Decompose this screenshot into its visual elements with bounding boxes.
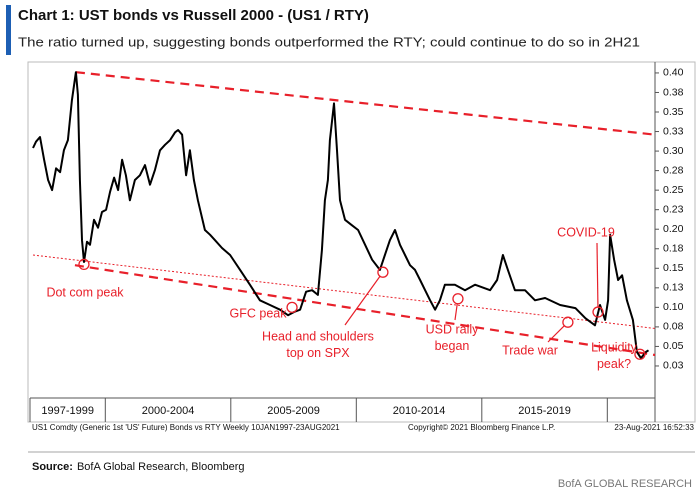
annotation-label: top on SPX: [286, 346, 350, 360]
annotation-marker: [377, 266, 389, 278]
y-tick-label: 0.23: [663, 203, 684, 215]
footer-middle: Copyright© 2021 Bloomberg Finance L.P.: [408, 423, 555, 432]
chart-subtitle: The ratio turned up, suggesting bonds ou…: [18, 34, 640, 49]
y-tick-label: 0.20: [663, 223, 684, 235]
source-text: BofA Global Research, Bloomberg: [77, 461, 245, 473]
annotation-marker: [592, 306, 604, 318]
y-tick-label: 0.28: [663, 164, 684, 176]
annotation-leader: [596, 242, 599, 308]
y-tick-label: 0.15: [663, 262, 684, 274]
annotation-marker: [562, 316, 574, 328]
source: Source: BofA Global Research, Bloomberg: [32, 461, 245, 473]
annotation-label: Trade war: [502, 343, 558, 357]
trend-line: [74, 264, 656, 357]
y-tick-label: 0.33: [663, 125, 684, 137]
footer-right: 23-Aug-2021 16:52:33: [614, 423, 694, 432]
annotation-label: COVID-19: [557, 225, 615, 239]
annotation-leader: [454, 303, 458, 321]
annotation-label: began: [435, 339, 470, 353]
annotation-label: Liquidity: [591, 340, 638, 354]
chart-title: Chart 1: UST bonds vs Russell 2000 - (US…: [18, 7, 369, 24]
period-label: 1997-1999: [41, 405, 94, 417]
annotation-marker: [78, 258, 90, 271]
y-tick-label: 0.08: [663, 321, 684, 333]
annotation-label: peak?: [597, 357, 631, 371]
y-tick-label: 0.05: [663, 340, 684, 352]
footer-left: US1 Comdty (Generic 1st 'US' Future) Bon…: [32, 423, 340, 432]
trend-line: [75, 71, 656, 136]
y-tick-label: 0.10: [663, 301, 684, 313]
annotation-label: Dot com peak: [46, 285, 124, 299]
annotation-label: Head and shoulders: [262, 329, 374, 343]
y-tick-label: 0.40: [663, 67, 684, 79]
annotation-label: USD rally: [426, 322, 480, 336]
annotation-leader: [344, 275, 381, 326]
annotation-leader: [547, 325, 565, 343]
brand: BofA GLOBAL RESEARCH: [558, 478, 692, 490]
title-accent: [6, 5, 11, 55]
period-label: 2000-2004: [142, 405, 195, 417]
source-label: Source:: [32, 461, 73, 473]
period-label: 2005-2009: [267, 405, 320, 417]
y-tick-label: 0.13: [663, 282, 684, 294]
y-tick-label: 0.30: [663, 145, 684, 157]
period-label: 2015-2019: [518, 405, 571, 417]
annotation-label: GFC peak: [230, 306, 288, 320]
annotation-marker: [286, 301, 298, 314]
y-tick-label: 0.38: [663, 86, 684, 98]
y-tick-label: 0.25: [663, 184, 684, 196]
plot-frame: [27, 61, 696, 423]
annotation-marker: [634, 348, 646, 360]
y-tick-label: 0.03: [663, 360, 684, 372]
period-label: 2010-2014: [393, 405, 446, 417]
y-tick-label: 0.35: [663, 106, 684, 118]
trend-line: [32, 254, 656, 329]
y-tick-label: 0.18: [663, 243, 684, 255]
annotation-marker: [452, 293, 464, 305]
series-line: [32, 71, 650, 360]
